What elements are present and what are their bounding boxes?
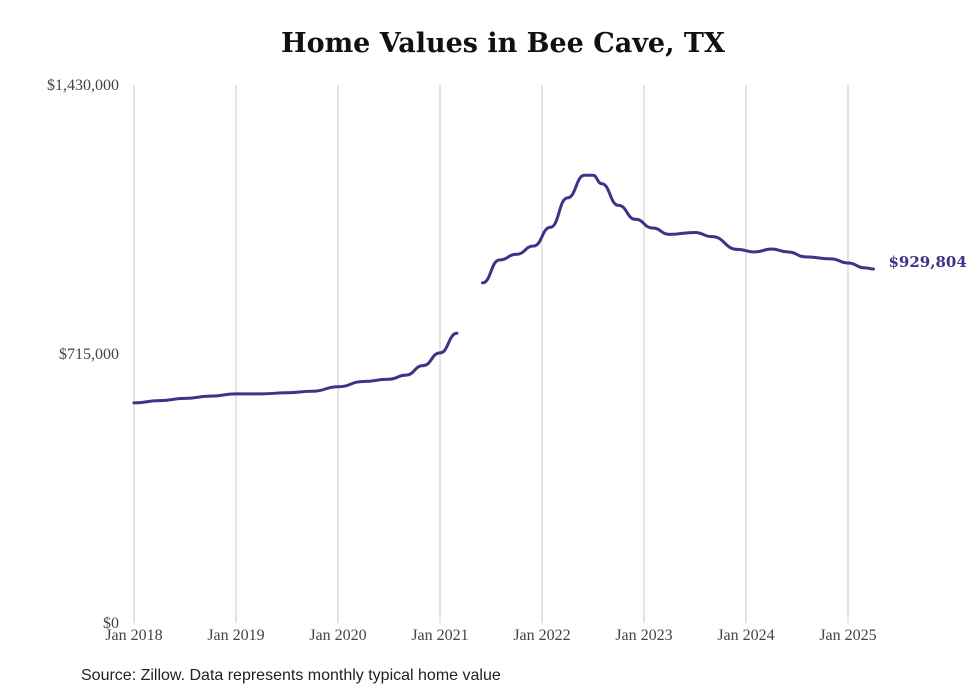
- y-tick-label: $715,000: [59, 346, 119, 363]
- chart-title: Home Values in Bee Cave, TX: [281, 28, 725, 59]
- y-tick-label: $0: [103, 615, 119, 632]
- x-tick-label: Jan 2020: [309, 627, 366, 644]
- series-line: [481, 173, 875, 285]
- end-labels: $929,804: [889, 253, 967, 271]
- x-tick-label: Jan 2023: [615, 627, 672, 644]
- x-tick-label: Jan 2019: [207, 627, 264, 644]
- series-line: [132, 331, 459, 405]
- x-tick-label: Jan 2022: [513, 627, 570, 644]
- x-tick-label: Jan 2018: [105, 627, 162, 644]
- gridlines: [133, 85, 849, 623]
- series-lines: [132, 173, 875, 405]
- y-tick-label: $1,430,000: [47, 77, 119, 94]
- x-tick-label: Jan 2024: [717, 627, 774, 644]
- x-tick-label: Jan 2021: [411, 627, 468, 644]
- end-value-label: $929,804: [889, 253, 967, 271]
- source-note: Source: Zillow. Data represents monthly …: [81, 667, 501, 684]
- x-tick-label: Jan 2025: [819, 627, 876, 644]
- y-axis-ticks: $0 $715,000 $1,430,000: [47, 77, 119, 632]
- x-axis-ticks: Jan 2018 Jan 2019 Jan 2020 Jan 2021 Jan 2022…: [105, 627, 876, 644]
